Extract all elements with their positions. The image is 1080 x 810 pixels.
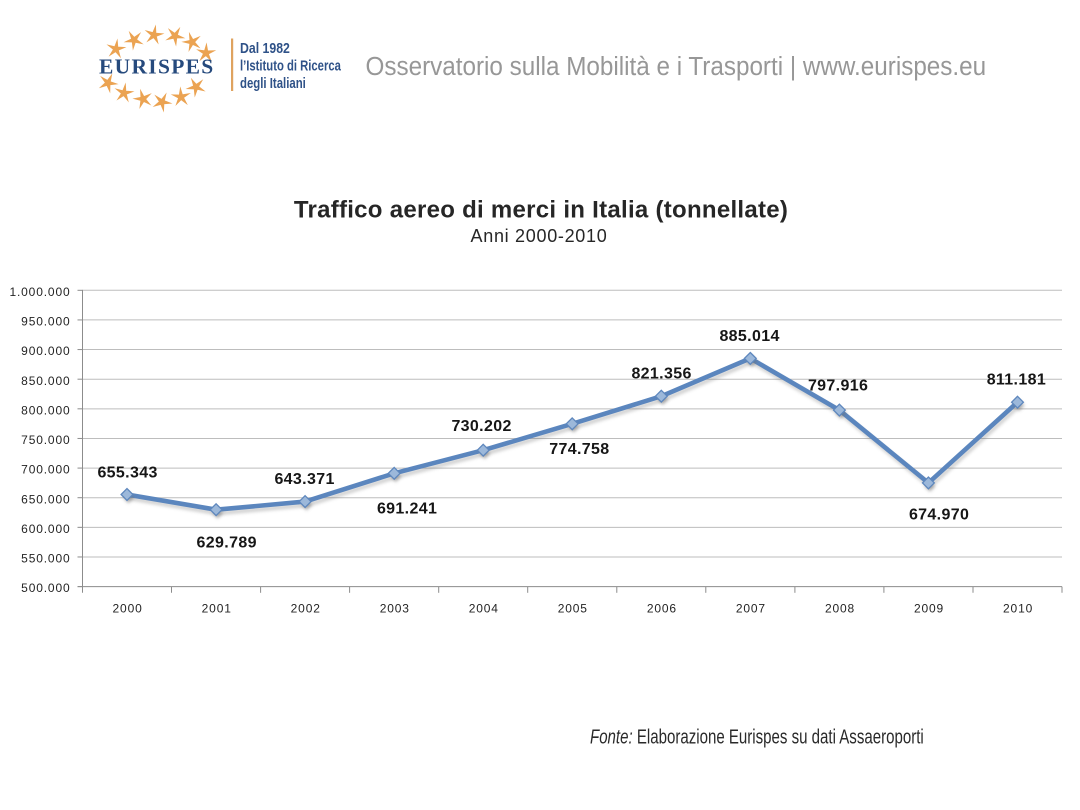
svg-text:650.000: 650.000: [21, 492, 70, 506]
svg-text:EURISPES: EURISPES: [99, 55, 215, 79]
svg-text:750.000: 750.000: [21, 433, 70, 447]
svg-text:l’Istituto di Ricerca: l’Istituto di Ricerca: [240, 57, 341, 74]
svg-text:821.356: 821.356: [631, 366, 691, 383]
svg-text:Anni 2000-2010: Anni 2000-2010: [471, 226, 608, 246]
svg-text:1.000.000: 1.000.000: [9, 285, 70, 299]
svg-text:degli Italiani: degli Italiani: [240, 75, 306, 92]
svg-text:900.000: 900.000: [21, 344, 70, 358]
svg-text:885.014: 885.014: [719, 328, 779, 345]
svg-text:2010: 2010: [1003, 601, 1033, 615]
svg-text:2007: 2007: [736, 601, 766, 615]
svg-text:2004: 2004: [469, 601, 499, 615]
svg-text:950.000: 950.000: [21, 315, 70, 329]
svg-text:730.202: 730.202: [451, 418, 511, 435]
svg-text:850.000: 850.000: [21, 374, 70, 388]
svg-text:600.000: 600.000: [21, 522, 70, 536]
svg-text:629.789: 629.789: [197, 534, 257, 551]
svg-text:800.000: 800.000: [21, 403, 70, 417]
svg-text:Traffico aereo di merci in Ita: Traffico aereo di merci in Italia (tonne…: [294, 197, 788, 224]
svg-text:Fonte: Elaborazione Eurispes s: Fonte: Elaborazione Eurispes su dati Ass…: [590, 726, 924, 749]
svg-text:2002: 2002: [291, 601, 321, 615]
svg-text:700.000: 700.000: [21, 463, 70, 477]
svg-text:655.343: 655.343: [97, 465, 157, 482]
svg-text:643.371: 643.371: [274, 471, 334, 488]
svg-text:691.241: 691.241: [377, 500, 437, 517]
svg-text:797.916: 797.916: [808, 377, 868, 394]
svg-text:550.000: 550.000: [21, 552, 70, 566]
svg-text:2000: 2000: [113, 601, 143, 615]
svg-text:2001: 2001: [202, 601, 232, 615]
svg-text:2006: 2006: [647, 601, 677, 615]
svg-text:500.000: 500.000: [21, 581, 70, 595]
svg-text:811.181: 811.181: [987, 372, 1046, 389]
svg-text:Dal 1982: Dal 1982: [240, 40, 290, 56]
svg-text:2009: 2009: [914, 601, 944, 615]
svg-text:2003: 2003: [380, 601, 410, 615]
svg-text:2005: 2005: [558, 601, 588, 615]
svg-text:674.970: 674.970: [909, 507, 969, 524]
svg-text:774.758: 774.758: [549, 441, 609, 458]
svg-text:Osservatorio sulla Mobilità e: Osservatorio sulla Mobilità e i Trasport…: [366, 52, 987, 81]
svg-text:2008: 2008: [825, 601, 855, 615]
